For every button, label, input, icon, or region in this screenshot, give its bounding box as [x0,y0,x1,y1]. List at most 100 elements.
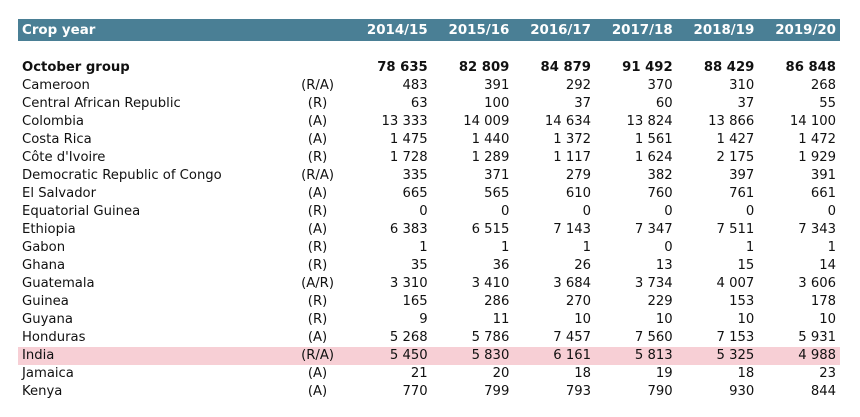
table-row: Gabon (R) 1 1 1 0 1 1 [18,239,840,257]
group-row: October group 78 635 82 809 84 879 91 49… [18,59,840,77]
group-value: 82 809 [458,60,510,75]
table-row-highlighted: India (R/A) 5 450 5 830 6 161 5 813 5 325 4 988 [18,347,840,365]
production-value: 0 [745,204,755,219]
production-value: 7 153 [716,330,755,345]
production-value: 5 450 [389,348,428,363]
production-value: 391 [810,168,836,183]
country-name: El Salvador [22,186,97,201]
production-value: 10 [737,312,755,327]
group-value: 86 848 [785,60,836,75]
production-value: 7 511 [716,222,755,237]
production-value: 1 [745,240,755,255]
group-value: 91 492 [622,60,673,75]
group-value: 88 429 [703,60,755,75]
production-value: 483 [402,78,428,93]
coffee-production-table-container: Crop year 2014/15 2015/16 2016/17 2017/1… [18,19,840,401]
header-row: Crop year 2014/15 2015/16 2016/17 2017/1… [18,19,840,41]
country-name: Central African Republic [22,96,181,111]
table-row: Guinea (R) 165 286 270 229 153 178 [18,293,840,311]
production-value: 229 [647,294,673,309]
production-value: 13 824 [626,114,673,129]
production-value: 3 684 [553,276,591,291]
table-row: Equatorial Guinea (R) 0 0 0 0 0 0 [18,203,840,221]
production-value: 7 347 [634,222,673,237]
production-value: 1 475 [389,132,428,147]
production-value: 1 427 [716,132,755,147]
spacer-row [18,41,840,59]
year-header: 2018/19 [693,22,755,38]
coffee-type: (A) [307,222,328,237]
production-value: 665 [402,186,428,201]
coffee-type: (A/R) [301,276,334,291]
production-value: 1 [419,240,428,255]
production-value: 0 [500,204,510,219]
country-name: Cameroon [22,78,90,93]
coffee-type: (A) [307,384,328,399]
production-value: 1 624 [634,150,673,165]
production-value: 1 372 [553,132,591,147]
country-name: Gabon [22,240,66,255]
production-value: 36 [492,258,510,273]
production-value: 930 [729,384,755,399]
production-value: 100 [484,96,510,111]
table-header: Crop year 2014/15 2015/16 2016/17 2017/1… [18,19,840,41]
coffee-type: (A) [307,366,328,381]
coffee-type: (A) [307,186,328,201]
production-value: 153 [729,294,755,309]
table-row: Costa Rica (A) 1 475 1 440 1 372 1 561 1 427 1 … [18,131,840,149]
production-value: 1 561 [634,132,673,147]
coffee-type: (R/A) [301,168,334,183]
country-name: Jamaica [22,366,74,381]
production-value: 1 289 [471,150,510,165]
country-name: Honduras [22,330,86,345]
country-name: Kenya [22,384,63,399]
table-row: Kenya (A) 770 799 793 790 930 844 [18,383,840,401]
production-value: 23 [819,366,836,381]
coffee-type: (R) [307,204,328,219]
production-value: 18 [737,366,755,381]
production-value: 0 [582,204,591,219]
table-row: Ghana (R) 35 36 26 13 15 14 [18,257,840,275]
production-value: 5 268 [389,330,428,345]
production-value: 1 [827,240,836,255]
group-name: October group [22,60,130,75]
production-value: 3 410 [471,276,510,291]
production-value: 1 929 [798,150,836,165]
production-value: 770 [402,384,428,399]
group-value: 78 635 [377,60,428,75]
production-value: 60 [655,96,673,111]
production-value: 37 [737,96,755,111]
production-value: 20 [492,366,510,381]
production-value: 4 988 [798,348,836,363]
table-row: Democratic Republic of Congo (R/A) 335 371 2… [18,167,840,185]
table-row: Jamaica (A) 21 20 18 19 18 23 [18,365,840,383]
production-value: 565 [484,186,510,201]
table-body: October group 78 635 82 809 84 879 91 49… [18,41,840,401]
coffee-type: (R/A) [301,78,334,93]
country-name: Colombia [22,114,84,129]
production-value: 661 [810,186,836,201]
production-value: 1 [500,240,510,255]
production-value: 13 [655,258,673,273]
production-value: 15 [737,258,755,273]
production-value: 2 175 [716,150,755,165]
country-name: Equatorial Guinea [22,204,141,219]
production-value: 391 [484,78,510,93]
production-value: 5 931 [798,330,836,345]
table-row: Ethiopia (A) 6 383 6 515 7 143 7 347 7 511 7 34… [18,221,840,239]
production-value: 799 [484,384,510,399]
group-value: 84 879 [540,60,591,75]
group-type [295,59,350,77]
production-value: 3 734 [634,276,673,291]
production-value: 5 325 [716,348,755,363]
production-value: 382 [647,168,673,183]
production-value: 9 [419,312,428,327]
production-value: 1 440 [471,132,510,147]
crop-year-header: Crop year [22,22,96,38]
production-value: 844 [810,384,836,399]
table-row: Guatemala (A/R) 3 310 3 410 3 684 3 734 4 007 3… [18,275,840,293]
production-value: 397 [729,168,755,183]
production-value: 10 [574,312,591,327]
production-value: 292 [565,78,591,93]
production-value: 0 [827,204,836,219]
